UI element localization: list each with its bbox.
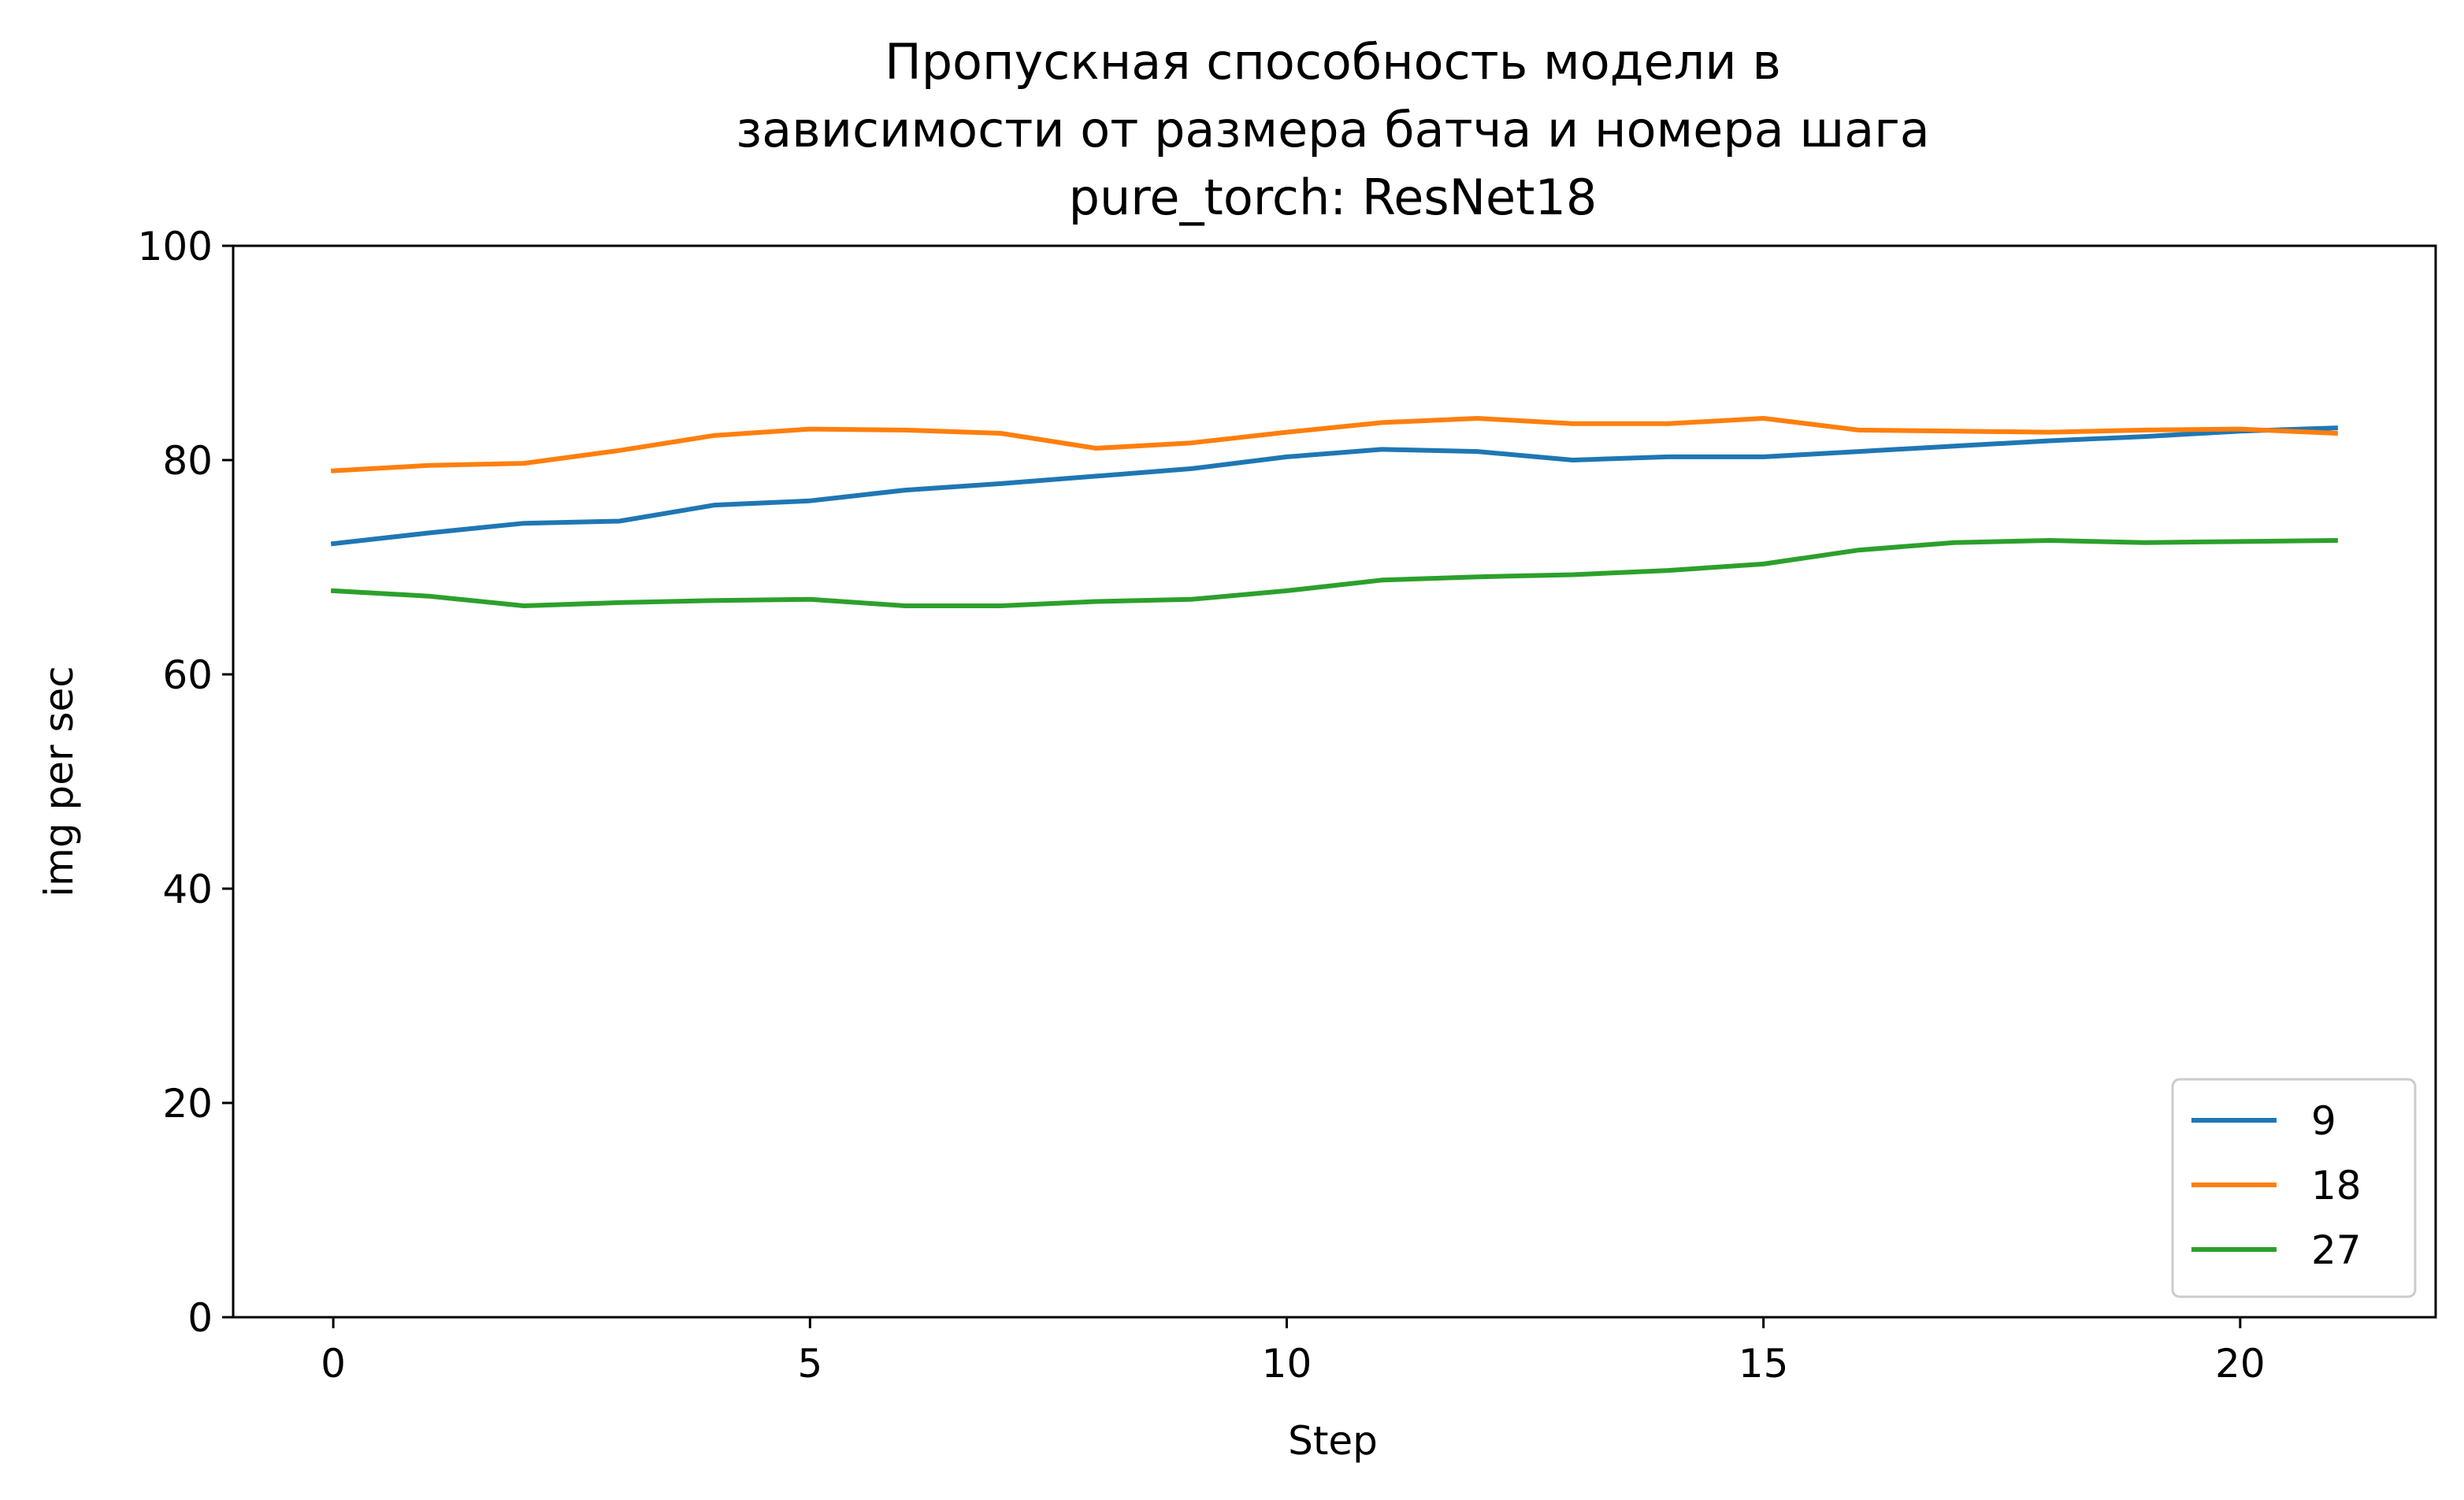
legend-label: 27 bbox=[2311, 1227, 2362, 1273]
chart-title-line-1: Пропускная способность модели в bbox=[885, 33, 1781, 91]
y-tick-label: 80 bbox=[162, 438, 213, 484]
x-axis-label: Step bbox=[1288, 1418, 1378, 1464]
series-group bbox=[330, 416, 2339, 608]
x-tick-label: 20 bbox=[2215, 1341, 2265, 1387]
series-line-9 bbox=[330, 425, 2338, 547]
y-tick-label: 100 bbox=[138, 224, 213, 269]
y-tick-label: 40 bbox=[162, 867, 213, 912]
plot-frame bbox=[232, 244, 2437, 1319]
x-tick-label: 0 bbox=[321, 1341, 346, 1387]
chart-title-line-2: зависимости от размера батча и номера ша… bbox=[736, 101, 1930, 158]
x-tick-label: 10 bbox=[1262, 1341, 1312, 1387]
y-tick-label: 20 bbox=[162, 1081, 213, 1127]
legend: 9 18 27 bbox=[2171, 1078, 2417, 1298]
y-tick-label: 60 bbox=[162, 652, 213, 698]
series-line-18 bbox=[330, 416, 2339, 473]
y-tick-label: 0 bbox=[187, 1295, 213, 1341]
x-tick-label: 5 bbox=[797, 1341, 822, 1387]
legend-label: 9 bbox=[2311, 1098, 2336, 1144]
x-axis: 0 5 10 15 20 bbox=[321, 1317, 2265, 1387]
x-tick-label: 15 bbox=[1739, 1341, 1789, 1387]
y-axis-label: img per sec bbox=[36, 666, 82, 897]
chart-title: Пропускная способность модели в зависимо… bbox=[736, 33, 1930, 226]
y-axis: 0 20 40 60 80 100 bbox=[138, 224, 233, 1341]
chart-title-line-3: pure_torch: ResNet18 bbox=[1069, 169, 1598, 226]
series-line-27 bbox=[330, 537, 2338, 608]
legend-box bbox=[2171, 1078, 2417, 1298]
legend-label: 18 bbox=[2311, 1163, 2362, 1209]
